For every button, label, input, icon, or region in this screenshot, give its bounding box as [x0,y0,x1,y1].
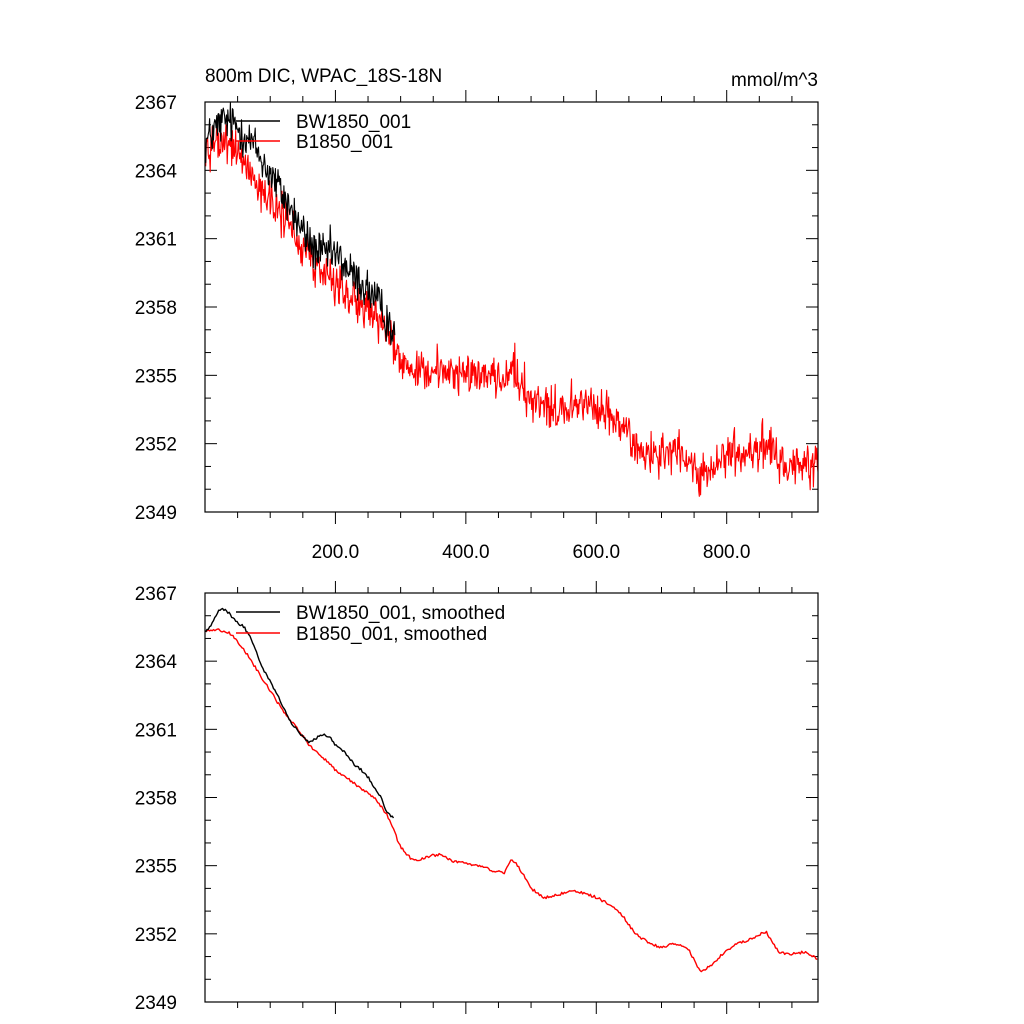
x-tick-label: 600.0 [573,542,621,563]
series-line-bw1850-001 [205,101,396,345]
x-tick-label: 800.0 [703,542,751,563]
y-tick-label: 2352 [135,925,177,946]
y-tick-label: 2361 [135,720,177,741]
y-tick-label: 2355 [135,857,177,878]
top-panel-title: 800m DIC, WPAC_18S-18N [205,66,442,87]
legend-label: BW1850_001, smoothed [296,603,505,624]
top-panel-ticks [205,90,818,524]
top-panel-y-tick-labels: 2349 2352 2355 2358 2361 2364 2367 [135,93,178,524]
y-tick-label: 2352 [135,435,177,456]
x-tick-label: 400.0 [442,542,490,563]
bottom-panel-series [205,607,818,973]
legend-label: B1850_001, smoothed [296,624,487,645]
bottom-panel-y-tick-labels: 2349 2352 2355 2358 2361 2364 2367 [135,584,178,1014]
bottom-panel-frame [204,592,819,1003]
y-tick-label: 2349 [135,503,177,524]
y-tick-label: 2349 [135,993,177,1014]
y-tick-label: 2355 [135,366,177,387]
series-line-b1850-001 [205,122,819,497]
x-tick-label: 200.0 [312,542,360,563]
legend-label: BW1850_001 [296,112,411,133]
y-tick-label: 2358 [135,298,177,319]
series-line-b1850-001-smoothed [205,628,818,973]
legend-label: B1850_001 [296,132,393,153]
top-panel: 800m DIC, WPAC_18S-18N mmol/m^3 2349 2352… [135,66,819,563]
y-tick-label: 2361 [135,230,177,251]
series-line-bw1850-001-smoothed [205,607,395,819]
y-tick-label: 2364 [135,652,178,673]
y-tick-label: 2367 [135,93,177,114]
bottom-panel: 2349 2352 2355 2358 2361 2364 2367 BW1850_001,… [135,581,819,1014]
units-label: mmol/m^3 [731,70,818,91]
top-panel-series [205,101,819,497]
top-panel-x-tick-labels: 200.0 400.0 600.0 800.0 [312,542,751,563]
y-tick-label: 2367 [135,584,177,605]
top-panel-frame [204,101,819,513]
y-tick-label: 2364 [135,161,178,182]
y-tick-label: 2358 [135,789,177,810]
